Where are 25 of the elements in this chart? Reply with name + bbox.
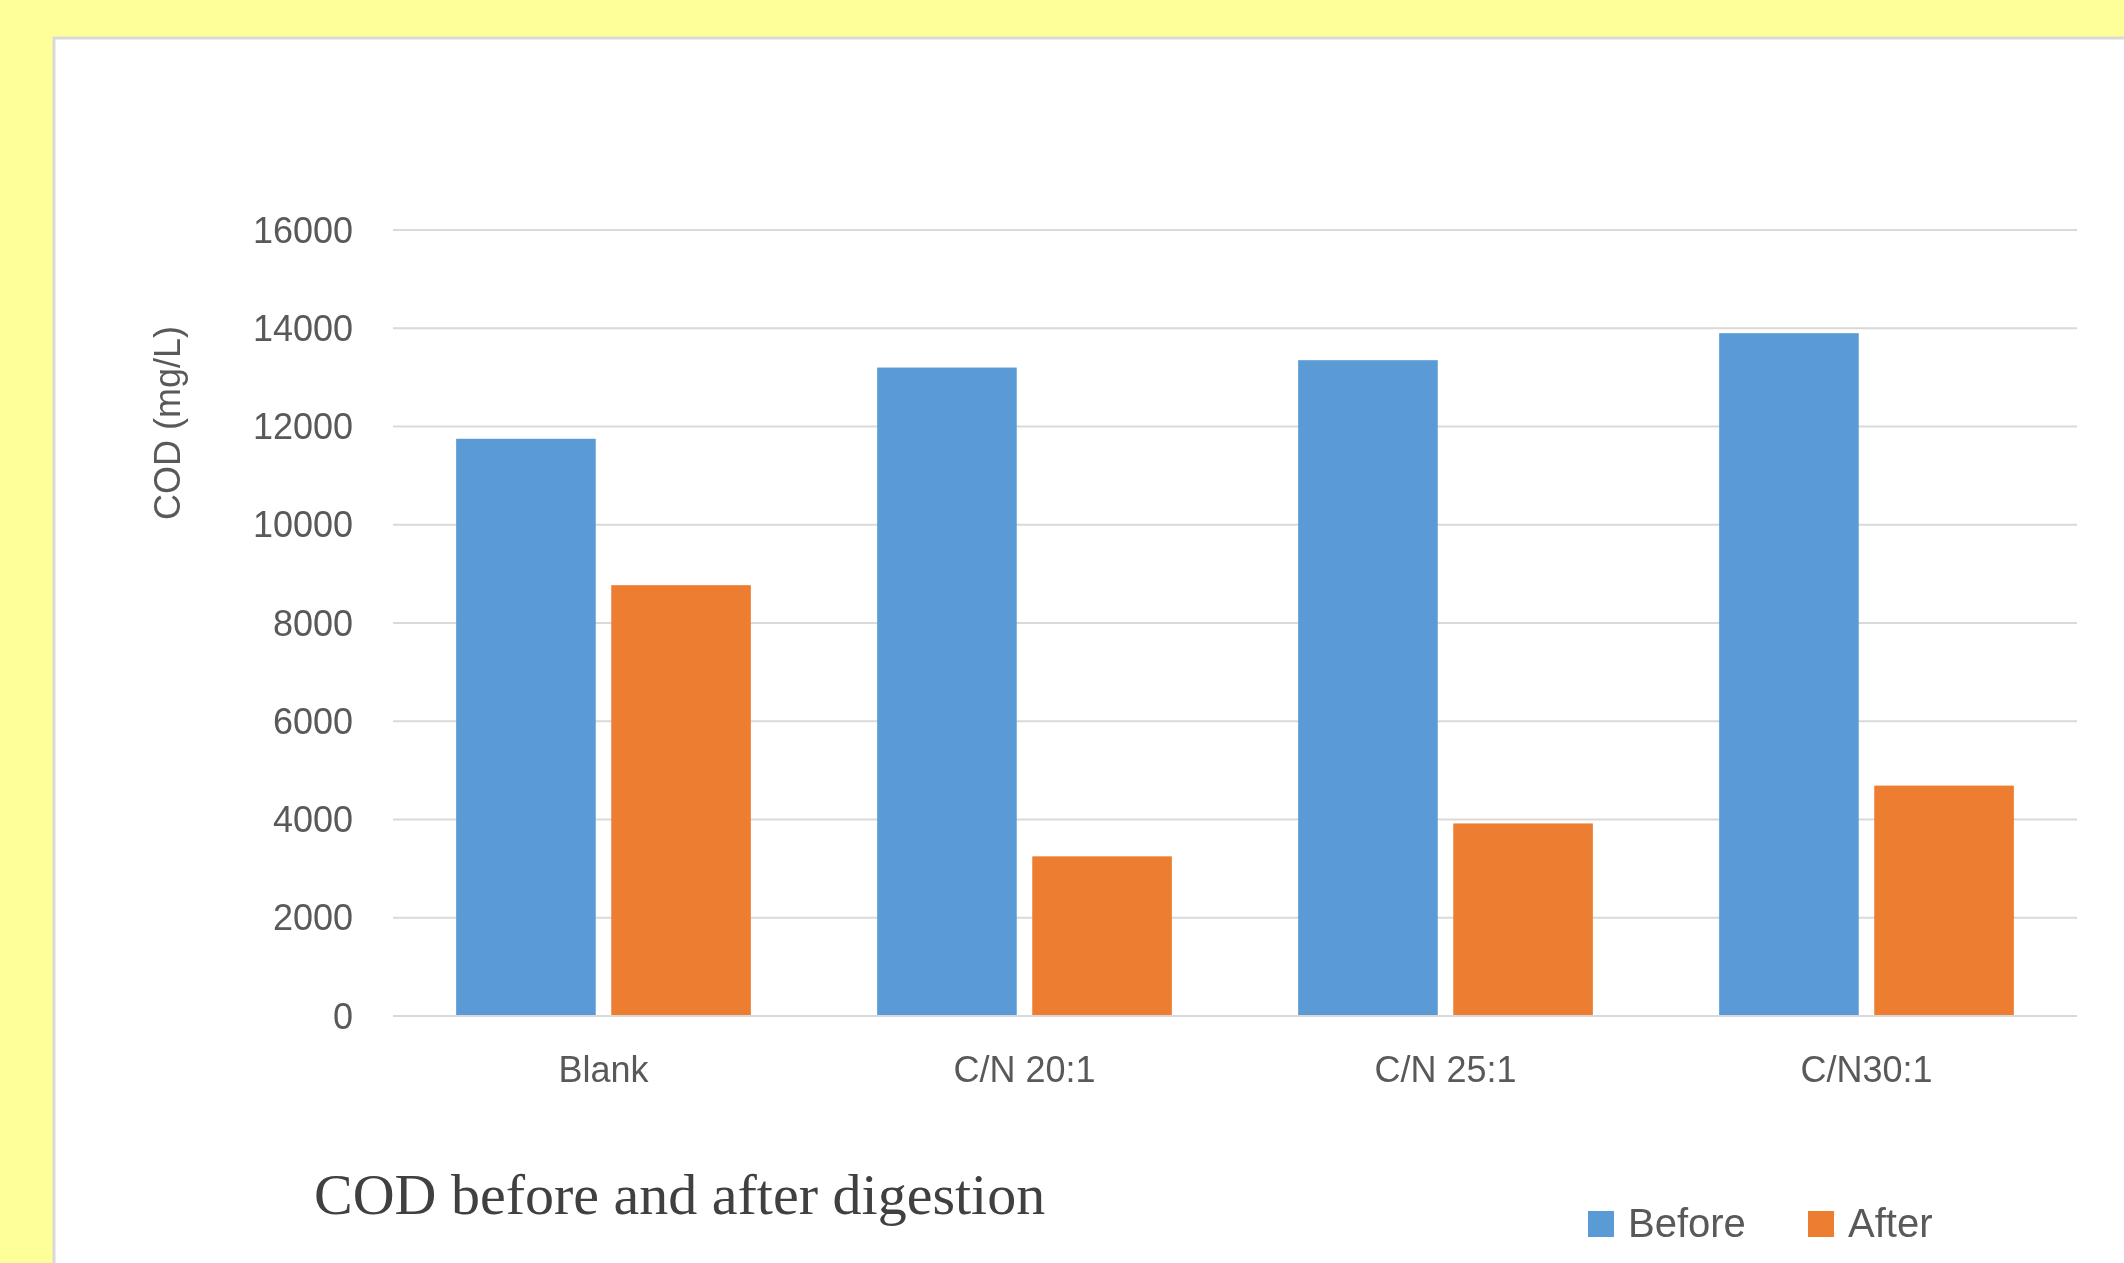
legend-label: After <box>1848 1201 1933 1245</box>
bar <box>611 585 751 1016</box>
y-tick-label: 4000 <box>272 799 353 841</box>
bar <box>877 367 1017 1016</box>
bar <box>1453 823 1593 1016</box>
legend-label: Before <box>1628 1201 1746 1245</box>
y-tick-label: 8000 <box>272 602 353 644</box>
y-tick-label: 2000 <box>272 897 353 939</box>
bar <box>1032 856 1172 1016</box>
y-tick-label: 12000 <box>252 406 353 448</box>
bar <box>1719 333 1859 1016</box>
y-tick-label: 6000 <box>272 700 353 742</box>
y-axis-title: COD (mg/L) <box>147 325 188 521</box>
bar <box>1298 360 1438 1016</box>
text: COD before and after digestion <box>314 1162 1046 1227</box>
y-tick-label: 0 <box>332 995 353 1037</box>
x-tick-label: Blank <box>558 1049 650 1090</box>
y-tick-label: 14000 <box>252 307 353 349</box>
bar <box>1874 785 2014 1016</box>
x-tick-label: C/N30:1 <box>1800 1049 1933 1090</box>
bar <box>456 438 596 1016</box>
x-tick-label: C/N 20:1 <box>953 1049 1096 1090</box>
y-tick-label: 16000 <box>252 209 353 251</box>
y-tick-label: 10000 <box>252 504 353 546</box>
x-tick-label: C/N 25:1 <box>1374 1049 1517 1090</box>
